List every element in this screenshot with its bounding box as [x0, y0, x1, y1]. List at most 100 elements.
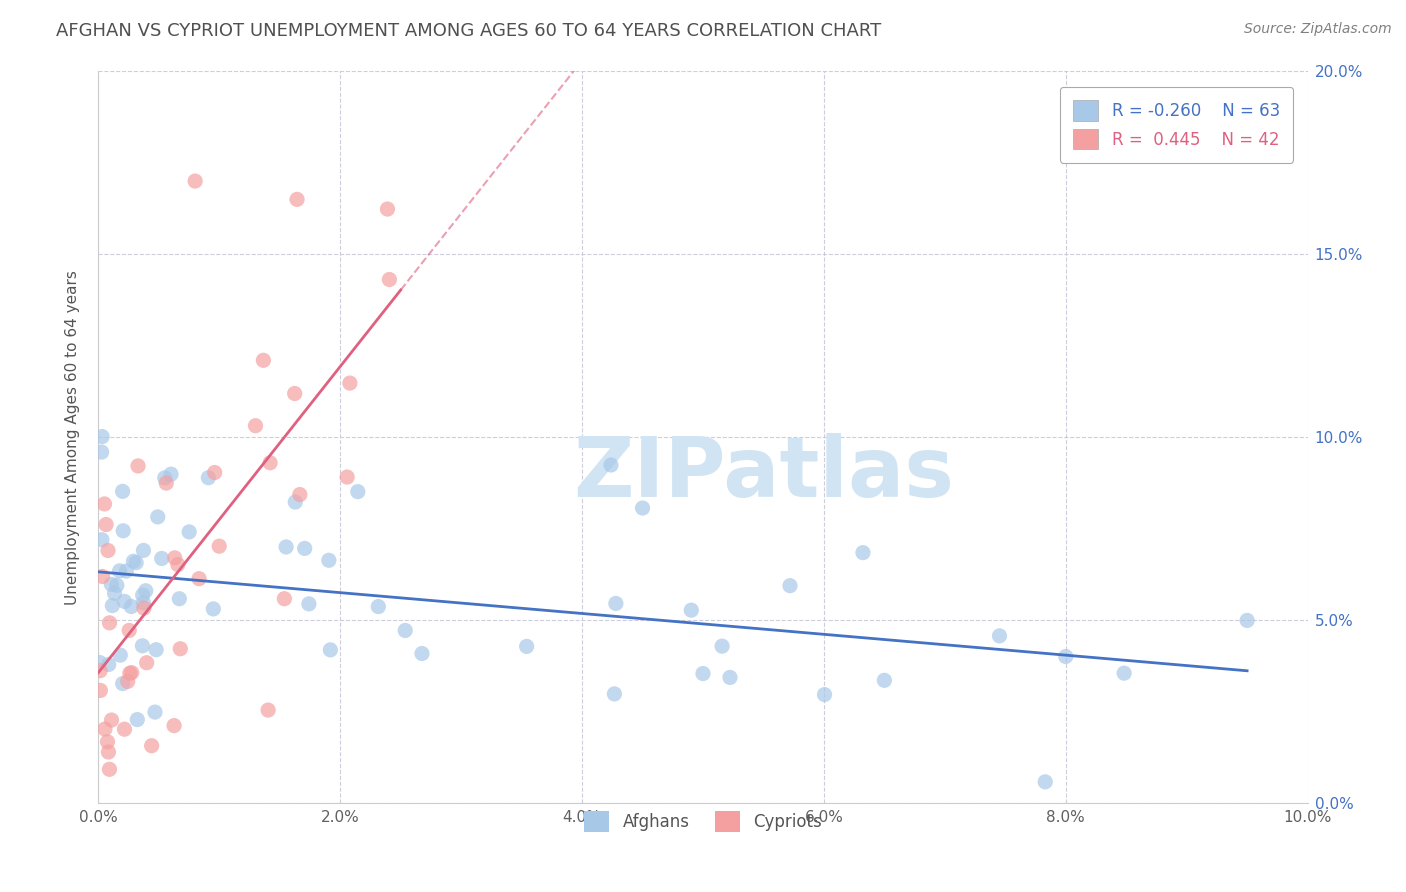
Point — [600, 458, 623, 472]
Point — [90, 533, 112, 547]
Point — [188, 572, 211, 586]
Point — [93, 497, 115, 511]
Point — [153, 471, 176, 485]
Point — [127, 458, 149, 473]
Point — [120, 599, 142, 614]
Point — [631, 501, 654, 516]
Point — [288, 487, 311, 501]
Point — [163, 718, 186, 732]
Point — [718, 670, 741, 684]
Point — [259, 456, 281, 470]
Point — [97, 745, 120, 759]
Text: Source: ZipAtlas.com: Source: ZipAtlas.com — [1244, 22, 1392, 37]
Point — [711, 639, 734, 653]
Point — [394, 624, 416, 638]
Point — [118, 666, 141, 681]
Point — [122, 554, 145, 568]
Point — [108, 564, 131, 578]
Point — [197, 471, 219, 485]
Point — [169, 641, 191, 656]
Point — [184, 174, 207, 188]
Point — [1033, 774, 1056, 789]
Point — [285, 193, 308, 207]
Point — [318, 553, 340, 567]
Point — [411, 647, 433, 661]
Point — [114, 594, 136, 608]
Point — [100, 713, 122, 727]
Point — [127, 713, 149, 727]
Point — [117, 674, 139, 689]
Point — [284, 386, 307, 401]
Point — [89, 656, 111, 670]
Point — [367, 599, 389, 614]
Point — [98, 615, 121, 630]
Point — [105, 578, 128, 592]
Point — [852, 546, 875, 560]
Point — [115, 564, 138, 578]
Point — [145, 642, 167, 657]
Point — [91, 569, 114, 583]
Point — [257, 703, 280, 717]
Point — [125, 556, 148, 570]
Point — [110, 648, 132, 662]
Point — [1114, 666, 1136, 681]
Point — [1054, 649, 1077, 664]
Point — [605, 597, 627, 611]
Point — [131, 639, 153, 653]
Point — [319, 643, 342, 657]
Point — [132, 601, 155, 615]
Y-axis label: Unemployment Among Ages 60 to 64 years: Unemployment Among Ages 60 to 64 years — [65, 269, 80, 605]
Point — [114, 722, 136, 736]
Point — [112, 524, 135, 538]
Point — [91, 429, 114, 443]
Point — [150, 551, 173, 566]
Point — [98, 762, 121, 776]
Point — [378, 272, 401, 286]
Point — [132, 596, 155, 610]
Point — [273, 591, 295, 606]
Point — [146, 510, 169, 524]
Point — [97, 543, 120, 558]
Point — [179, 524, 201, 539]
Point — [160, 467, 183, 482]
Point — [132, 543, 155, 558]
Point — [163, 550, 186, 565]
Point — [118, 624, 141, 638]
Point — [294, 541, 316, 556]
Point — [779, 579, 801, 593]
Point — [1236, 614, 1258, 628]
Point — [339, 376, 361, 390]
Point — [166, 558, 188, 572]
Point — [121, 665, 143, 680]
Point — [111, 484, 134, 499]
Point — [111, 676, 134, 690]
Point — [681, 603, 703, 617]
Point — [873, 673, 896, 688]
Point — [143, 705, 166, 719]
Point — [208, 539, 231, 553]
Point — [603, 687, 626, 701]
Point — [284, 495, 307, 509]
Point — [94, 722, 117, 736]
Point — [252, 353, 274, 368]
Point — [94, 517, 117, 532]
Legend: Afghans, Cypriots: Afghans, Cypriots — [578, 805, 828, 838]
Point — [336, 470, 359, 484]
Point — [155, 476, 177, 491]
Text: AFGHAN VS CYPRIOT UNEMPLOYMENT AMONG AGES 60 TO 64 YEARS CORRELATION CHART: AFGHAN VS CYPRIOT UNEMPLOYMENT AMONG AGE… — [56, 22, 882, 40]
Point — [813, 688, 835, 702]
Point — [202, 602, 225, 616]
Point — [377, 202, 399, 216]
Point — [245, 418, 267, 433]
Point — [89, 683, 111, 698]
Point — [101, 599, 124, 613]
Point — [141, 739, 163, 753]
Point — [204, 466, 226, 480]
Point — [89, 664, 111, 678]
Point — [131, 588, 153, 602]
Point — [169, 591, 191, 606]
Text: ZIPatlas: ZIPatlas — [574, 434, 953, 514]
Point — [692, 666, 714, 681]
Point — [103, 586, 125, 600]
Point — [135, 583, 157, 598]
